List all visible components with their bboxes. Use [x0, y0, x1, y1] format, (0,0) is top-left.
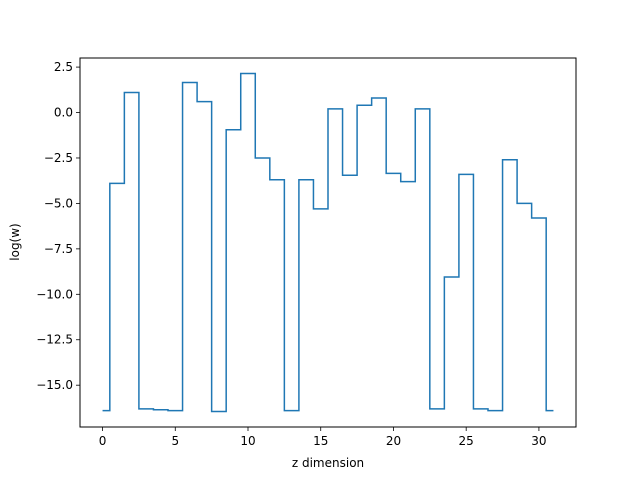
x-tick-label: 15 — [313, 434, 328, 448]
y-tick-label: −5.0 — [44, 196, 73, 210]
y-tick-label: 2.5 — [54, 60, 73, 74]
y-tick-label: 0.0 — [54, 106, 73, 120]
y-tick-label: −10.0 — [36, 287, 73, 301]
y-tick-label: −2.5 — [44, 151, 73, 165]
x-tick-label: 10 — [240, 434, 255, 448]
y-tick-label: −7.5 — [44, 242, 73, 256]
x-tick-label: 30 — [531, 434, 546, 448]
y-tick-label: −15.0 — [36, 378, 73, 392]
plot-layer — [102, 72, 554, 413]
plot-area-frame — [79, 57, 577, 428]
x-tick-label: 25 — [459, 434, 474, 448]
x-tick-label: 20 — [386, 434, 401, 448]
series-step-line — [102, 72, 554, 413]
x-axis-ticks: 0 5 10 15 20 25 30 — [99, 427, 547, 448]
x-axis-label: z dimension — [292, 456, 364, 470]
y-tick-label: −12.5 — [36, 333, 73, 347]
y-axis-label: log(w) — [8, 223, 22, 260]
x-tick-label: 0 — [99, 434, 107, 448]
x-tick-label: 5 — [171, 434, 179, 448]
y-axis-ticks: 2.5 0.0 −2.5 −5.0 −7.5 −10.0 −12.5 −15.0 — [36, 60, 80, 392]
